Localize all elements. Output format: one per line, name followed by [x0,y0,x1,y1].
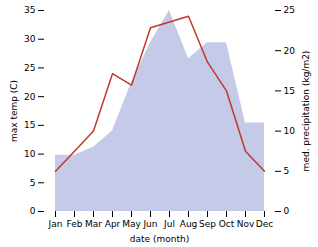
svg-text:15: 15 [24,120,35,130]
svg-text:Sep: Sep [199,219,216,229]
svg-text:max temp (C): max temp (C) [9,80,19,142]
svg-text:med. precipitation (kg/m2): med. precipitation (kg/m2) [301,51,311,172]
svg-text:Jul: Jul [163,219,175,229]
svg-text:10: 10 [284,126,296,136]
svg-text:Aug: Aug [180,219,198,229]
svg-text:Jun: Jun [142,219,157,229]
svg-text:25: 25 [24,63,35,73]
svg-text:date (month): date (month) [130,234,189,244]
svg-text:Nov: Nov [237,219,255,229]
svg-text:Dec: Dec [256,219,273,229]
svg-text:5: 5 [30,178,36,188]
svg-text:0: 0 [30,206,36,216]
svg-text:25: 25 [284,5,295,15]
svg-text:20: 20 [284,46,296,56]
svg-text:May: May [122,219,141,229]
svg-text:0: 0 [284,206,290,216]
svg-text:Mar: Mar [85,219,102,229]
svg-text:15: 15 [284,86,295,96]
svg-text:Jan: Jan [48,219,63,229]
svg-text:Feb: Feb [67,219,83,229]
svg-text:10: 10 [24,149,36,159]
svg-text:5: 5 [284,166,290,176]
svg-text:Apr: Apr [105,219,121,229]
svg-text:35: 35 [24,5,35,15]
svg-text:30: 30 [24,34,36,44]
svg-text:Oct: Oct [219,219,235,229]
svg-text:20: 20 [24,92,36,102]
